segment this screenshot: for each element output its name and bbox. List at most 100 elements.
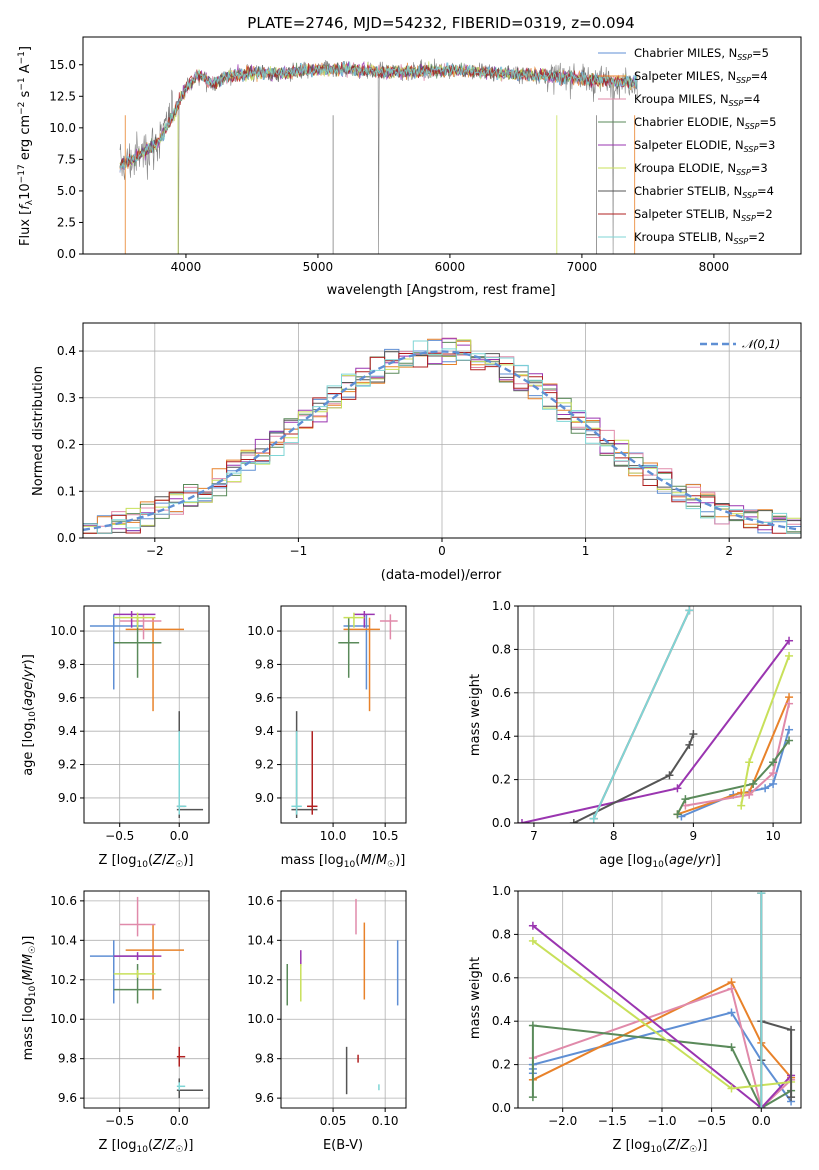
y-tick-label: 10.6 xyxy=(247,894,274,908)
legend-suffix: =5 xyxy=(752,46,769,60)
y-tick-label: 0.2 xyxy=(492,773,511,787)
age-vs-mass-xlabel: mass [log10(M/M☉)] xyxy=(281,853,406,870)
legend-subscript: SSP xyxy=(744,145,759,154)
axes-frame xyxy=(280,890,407,1109)
x-tick-label: 4000 xyxy=(171,260,202,274)
x-tick-label: −0.5 xyxy=(105,1114,134,1128)
mass-weight-vs-z-ylabel: mass weight xyxy=(468,957,483,1039)
x-tick-label: 2 xyxy=(725,544,733,558)
y-tick-label: 10.2 xyxy=(247,973,274,987)
residual-xlabel: (data-model)/error xyxy=(381,568,502,583)
x-tick-label: −1.0 xyxy=(647,1114,676,1128)
mass-weight-line xyxy=(532,924,792,1108)
mass-weight-line xyxy=(573,733,695,823)
age-vs-mass-plot: 10.0 10.5 9.0 9.2 9.4 9.6 9.8 10.0 xyxy=(247,605,407,843)
y-tick-label: 1.0 xyxy=(492,599,511,613)
y-tick-label: 10.0 xyxy=(50,624,77,638)
mass-vs-z-plot: −0.5 0.0 9.6 9.8 10.0 10.2 10.4 10.6 xyxy=(50,890,210,1128)
plot-area xyxy=(119,58,638,254)
mass-weight-line xyxy=(532,987,792,1108)
legend-subscript: SSP xyxy=(734,237,749,246)
y-tick-label: 5.0 xyxy=(57,184,76,198)
x-tick-label: 0.0 xyxy=(752,1114,771,1128)
y-tick-label: 0.4 xyxy=(492,1014,511,1028)
plot-area xyxy=(528,891,796,1108)
mass-weight-vs-z-plot: −2.0 −1.5 −1.0 −0.5 0.0 0.0 0.2 0.4 0.6 0.8 1.0 xyxy=(492,884,802,1128)
legend-suffix: =4 xyxy=(743,92,760,106)
y-tick-label: 0.0 xyxy=(492,1101,511,1115)
y-tick-label: 10.0 xyxy=(49,121,76,135)
x-tick-label: −2 xyxy=(146,544,164,558)
legend-entry: Salpeter STELIB, NSSP=2 xyxy=(634,207,773,223)
y-tick-label: 10.0 xyxy=(247,1012,274,1026)
y-tick-label: 9.6 xyxy=(255,691,274,705)
legend-suffix: =2 xyxy=(756,207,773,221)
axes-frame xyxy=(83,890,210,1109)
y-tick-label: 9.8 xyxy=(58,1052,77,1066)
plot-area xyxy=(89,896,204,1099)
y-tick-label: 0.3 xyxy=(57,391,76,405)
spectrum-legend: Chabrier MILES, NSSP=5 Salpeter MILES, NS… xyxy=(598,46,776,246)
mass-weight-line xyxy=(592,609,691,820)
y-tick-label: 9.4 xyxy=(58,724,77,738)
mass-weight-vs-age-xlabel: age [log10(age/yr)] xyxy=(599,853,721,870)
y-tick-label: 15.0 xyxy=(49,58,76,72)
y-tick-label: 10.2 xyxy=(50,973,77,987)
x-tick-label: 10.0 xyxy=(320,829,347,843)
spectrum-xlabel: wavelength [Angstrom, rest frame] xyxy=(327,283,556,298)
y-tick-label: 0.1 xyxy=(57,484,76,498)
x-tick-label: −0.5 xyxy=(105,829,134,843)
y-tick-label: 0.8 xyxy=(492,642,511,656)
y-tick-label: 9.6 xyxy=(58,1091,77,1105)
y-tick-label: 7.5 xyxy=(57,152,76,166)
x-tick-label: 9 xyxy=(690,829,698,843)
legend-entry: Chabrier ELODIE, NSSP=5 xyxy=(634,115,776,131)
spectrum-plot: 4000 5000 6000 7000 8000 0.0 2.5 5.0 7.5 10.0 12.5… xyxy=(49,36,802,274)
legend-entry: Chabrier MILES, NSSP=5 xyxy=(634,46,769,62)
x-tick-label: −0.5 xyxy=(697,1114,726,1128)
y-tick-label: 0.2 xyxy=(57,438,76,452)
y-tick-label: 0.0 xyxy=(57,531,76,545)
legend-subscript: SSP xyxy=(741,214,756,223)
y-tick-label: 0.4 xyxy=(492,729,511,743)
legend-subscript: SSP xyxy=(745,122,760,131)
mass-vs-z-ylabel: mass [log10(M/M☉)] xyxy=(21,936,38,1061)
x-tick-label: 0.0 xyxy=(170,829,189,843)
y-tick-label: 10.4 xyxy=(50,933,77,947)
histogram-step xyxy=(83,351,801,534)
x-tick-label: −1.5 xyxy=(598,1114,627,1128)
legend-entry: Chabrier STELIB, NSSP=4 xyxy=(634,184,774,200)
age-vs-z-plot: −0.5 0.0 9.0 9.2 9.4 9.6 9.8 10.0 xyxy=(50,605,210,843)
y-tick-label: 10.0 xyxy=(50,1012,77,1026)
legend-entry: Kroupa ELODIE, NSSP=3 xyxy=(634,161,768,177)
y-tick-label: 9.0 xyxy=(255,791,274,805)
y-tick-label: 2.5 xyxy=(57,215,76,229)
y-tick-label: 9.8 xyxy=(255,657,274,671)
y-tick-label: 9.6 xyxy=(255,1091,274,1105)
legend-entry: Salpeter ELODIE, NSSP=3 xyxy=(634,138,775,154)
plot-area xyxy=(89,611,204,818)
y-tick-label: 9.8 xyxy=(255,1052,274,1066)
plot-area xyxy=(83,337,801,534)
mass-weight-vs-z-xlabel: Z [log10(Z/Z☉)] xyxy=(613,1138,708,1155)
mass-weight-line xyxy=(685,703,790,807)
y-tick-label: 0.0 xyxy=(57,247,76,261)
y-tick-label: 9.8 xyxy=(58,657,77,671)
plot-area xyxy=(286,898,399,1095)
mass-vs-ebv-xlabel: E(B-V) xyxy=(323,1138,363,1153)
legend-subscript: SSP xyxy=(737,53,752,62)
legend-entry: 𝒩(0,1) xyxy=(742,337,780,351)
y-tick-label: 0.4 xyxy=(57,344,76,358)
y-tick-label: 0.0 xyxy=(492,816,511,830)
x-tick-label: 6000 xyxy=(435,260,466,274)
x-tick-label: 0 xyxy=(438,544,446,558)
y-tick-label: 12.5 xyxy=(49,89,76,103)
y-tick-label: 9.2 xyxy=(255,758,274,772)
x-tick-label: 10 xyxy=(765,829,780,843)
residual-plot: −2 −1 0 1 2 0.0 0.1 0.2 0.3 0.4 𝒩(0,1) xyxy=(57,322,802,558)
model-fit-line xyxy=(119,61,638,173)
legend-subscript: SSP xyxy=(736,168,751,177)
x-tick-label: −1 xyxy=(290,544,308,558)
x-tick-label: 0.05 xyxy=(320,1114,347,1128)
